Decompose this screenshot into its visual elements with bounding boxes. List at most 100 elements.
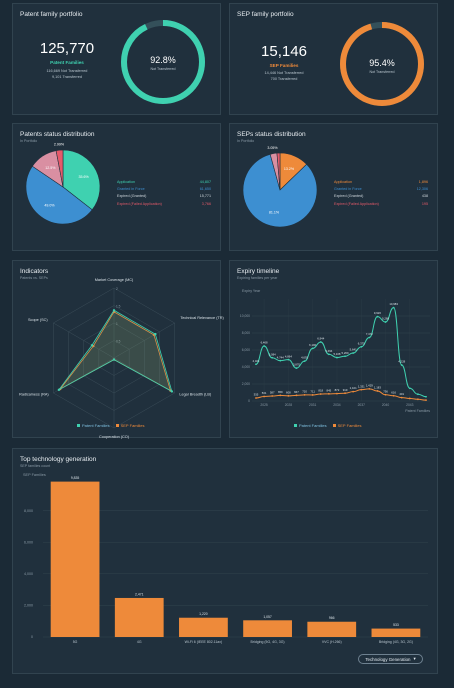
data-label: 711 <box>310 390 315 394</box>
top-tech-bar-chart: SEP Families 8,000 6,000 4,000 2,000 0 9,835 5G… <box>23 473 428 644</box>
panel-title: SEPs status distribution <box>237 131 306 138</box>
legend-row[interactable]: Granted in Force 61,650 <box>117 187 211 191</box>
data-label: 4,321 <box>253 359 260 363</box>
data-label: 616 <box>391 390 396 394</box>
radar-axis <box>53 322 115 359</box>
legend-label: SEP Families <box>120 423 145 428</box>
pie-slice-label: 12.5% <box>45 166 56 170</box>
sep-total: 15,146 <box>261 43 307 60</box>
legend-item-patent[interactable]: Patent Families <box>77 423 110 428</box>
panel-title: Indicators <box>20 268 49 275</box>
patents-status-panel: Patents status distribution In Portfolio… <box>12 123 221 251</box>
legend-item-sep[interactable]: SEP Families <box>332 423 362 428</box>
legend-value: 61,650 <box>199 187 211 192</box>
patent-families-label: Patent Families <box>50 60 84 65</box>
patents-pie-chart: 35.6% 49.0% 12.5% 2.99% <box>25 142 101 225</box>
series-point <box>408 387 411 390</box>
legend-row[interactable]: Application 1,896 <box>334 180 428 184</box>
patent-portfolio-panel: Patent family portfolio 125,770 Patent F… <box>12 3 221 115</box>
y-tick-label: 4,000 <box>24 572 33 576</box>
y-tick-label: 2,000 <box>242 382 250 386</box>
series-point <box>263 395 265 398</box>
bar <box>114 597 164 637</box>
expiry-panel: Expiry timeline Expiring families per ye… <box>229 260 438 438</box>
legend-row[interactable]: Expired (Granted) 438 <box>334 194 428 198</box>
data-label: 4,744 <box>277 355 284 359</box>
series-point <box>344 355 346 358</box>
series-point <box>425 395 427 398</box>
series-point <box>344 392 346 395</box>
legend-row[interactable]: Granted in Force 12,306 <box>334 187 428 191</box>
data-label: 1,183 <box>374 386 381 390</box>
y-tick-label: 10,000 <box>240 314 250 318</box>
x-tick-label: 2040 <box>382 403 390 407</box>
patent-total: 125,770 <box>39 40 95 57</box>
legend-row[interactable]: Expired (Failed Application) 3,766 <box>117 202 211 206</box>
data-label: 6,190 <box>309 343 316 347</box>
legend-row[interactable]: Expired (Failed Application) 195 <box>334 202 428 206</box>
series-point <box>255 363 257 366</box>
bar-value-label: 1,220 <box>199 612 208 616</box>
panel-subtitle: SEP families count <box>20 464 51 468</box>
series-point <box>311 347 314 350</box>
radar-point <box>170 390 174 393</box>
expiry-legend: Patent Families SEP Families <box>294 423 362 428</box>
series-point <box>287 394 290 397</box>
bar <box>50 481 100 637</box>
x-tick-label: 2037 <box>358 403 366 407</box>
x-tick-label: 2043 <box>406 403 414 407</box>
series-point <box>295 367 298 370</box>
legend-item-patent[interactable]: Patent Families <box>294 423 327 428</box>
series-point <box>417 393 419 396</box>
data-label: 9,926 <box>374 311 381 315</box>
panel-title: Patents status distribution <box>20 131 95 138</box>
sep-ring-chart <box>340 22 424 106</box>
pie-slice <box>62 149 101 211</box>
radar-point <box>112 358 116 361</box>
radar-axis <box>113 322 175 359</box>
data-label: 5,641 <box>350 348 357 352</box>
data-label: 355 <box>254 393 259 397</box>
legend-name: Expired (Failed Application) <box>334 201 379 206</box>
data-label: 587 <box>270 391 275 395</box>
series-point <box>352 352 355 354</box>
y-axis-title: SEP Families <box>23 473 46 477</box>
data-label: 6,944 <box>317 337 324 341</box>
legend-name: Expired (Granted) <box>334 194 364 199</box>
x-axis-title: Patent Families <box>405 409 430 413</box>
pie-slice-label: 35.6% <box>79 175 90 179</box>
y-tick-label: 8,000 <box>24 509 33 513</box>
dropdown-label: Technology Generation <box>365 656 411 662</box>
series-point <box>336 392 338 395</box>
bar <box>307 621 357 637</box>
series-point <box>425 399 427 402</box>
legend-row[interactable]: Application 44,807 <box>117 180 211 184</box>
not-transferred-count: 14,446 Not Transferred <box>264 71 304 75</box>
technology-generation-dropdown[interactable]: Technology Generation ▾ <box>358 654 423 664</box>
legend-value: 15,771 <box>199 194 211 199</box>
data-label: 5,108 <box>333 352 340 356</box>
series-point <box>319 341 322 343</box>
radar-point <box>154 332 157 336</box>
panel-subtitle: Patents vs. SEPs <box>20 276 48 280</box>
data-label: 10,983 <box>389 302 398 306</box>
radar-axis-label: Technical Relevance (TR) <box>180 316 224 320</box>
transferred-count: 700 Transferred <box>270 77 298 81</box>
data-label: 872 <box>335 388 340 392</box>
legend-label: Patent Families <box>82 423 110 428</box>
data-label: 659 <box>278 390 283 394</box>
radar-point <box>57 388 61 392</box>
legend-item-sep[interactable]: SEP Families <box>115 423 145 428</box>
series-point <box>400 364 403 366</box>
bar-value-label: 2,471 <box>135 592 144 596</box>
pie-slice-label: 2.99% <box>54 142 65 146</box>
x-tick-label: Bridging (4G, 3G, 2G) <box>379 640 413 644</box>
series-point <box>279 359 282 362</box>
radar-point <box>90 344 94 347</box>
series-point <box>417 398 419 401</box>
bar-value-label: 966 <box>329 616 335 620</box>
radar-point <box>112 309 116 312</box>
legend-row[interactable]: Expired (Granted) 15,771 <box>117 194 211 198</box>
series-point <box>279 394 282 397</box>
legend-value: 195 <box>421 201 428 206</box>
